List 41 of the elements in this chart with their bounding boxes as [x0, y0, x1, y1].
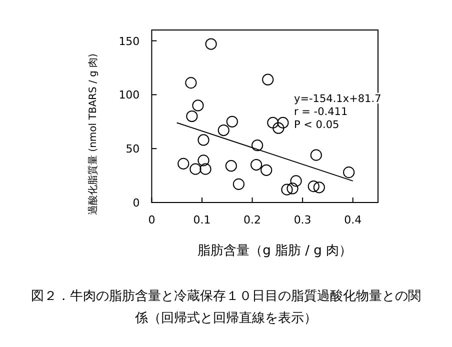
- y-tick-label: 100: [118, 88, 140, 102]
- annotation: P < 0.05: [294, 119, 340, 131]
- point: [200, 163, 212, 175]
- x-tick-label: 0: [148, 214, 156, 226]
- point: [178, 158, 190, 170]
- y-tick-label: 50: [126, 142, 140, 156]
- point: [192, 100, 204, 112]
- point: [277, 116, 289, 129]
- point: [252, 140, 264, 152]
- point: [205, 38, 217, 50]
- point: [226, 116, 238, 128]
- point: [185, 77, 197, 89]
- point: [272, 122, 284, 134]
- point: [310, 149, 322, 161]
- point: [343, 166, 355, 178]
- text: 図２．牛肉の脂肪含量と冷蔵保存１０日目の脂質過酸化物量との関係（回帰式と回帰直線を表示）: [31, 288, 421, 328]
- point: [250, 158, 262, 171]
- point: [186, 110, 198, 122]
- point: [218, 124, 230, 136]
- point: [313, 182, 325, 194]
- x-tick-label: 0.1: [193, 214, 211, 226]
- y-axis-title: 過酸化脂質量 (nmol TBARS / g 肉): [87, 53, 99, 215]
- y-tick-label: 150: [118, 34, 140, 48]
- x-axis-title: 脂肪含量（g 脂肪 / g 肉）: [198, 244, 352, 258]
- point: [225, 160, 237, 172]
- point: [198, 154, 210, 166]
- annotation: r = -0.411: [294, 106, 348, 118]
- point: [281, 184, 293, 196]
- y-tick-label: 0: [132, 196, 140, 210]
- point: [198, 134, 210, 146]
- x-tick-label: 0.4: [344, 214, 362, 226]
- x-tick-label: 0.2: [244, 214, 262, 226]
- point: [262, 74, 274, 86]
- point: [286, 182, 298, 194]
- point: [232, 178, 244, 190]
- point: [308, 180, 320, 192]
- x-tick-label: 0.3: [294, 214, 312, 226]
- point: [290, 175, 302, 187]
- point: [260, 164, 272, 176]
- point: [267, 116, 279, 129]
- point: [190, 163, 202, 175]
